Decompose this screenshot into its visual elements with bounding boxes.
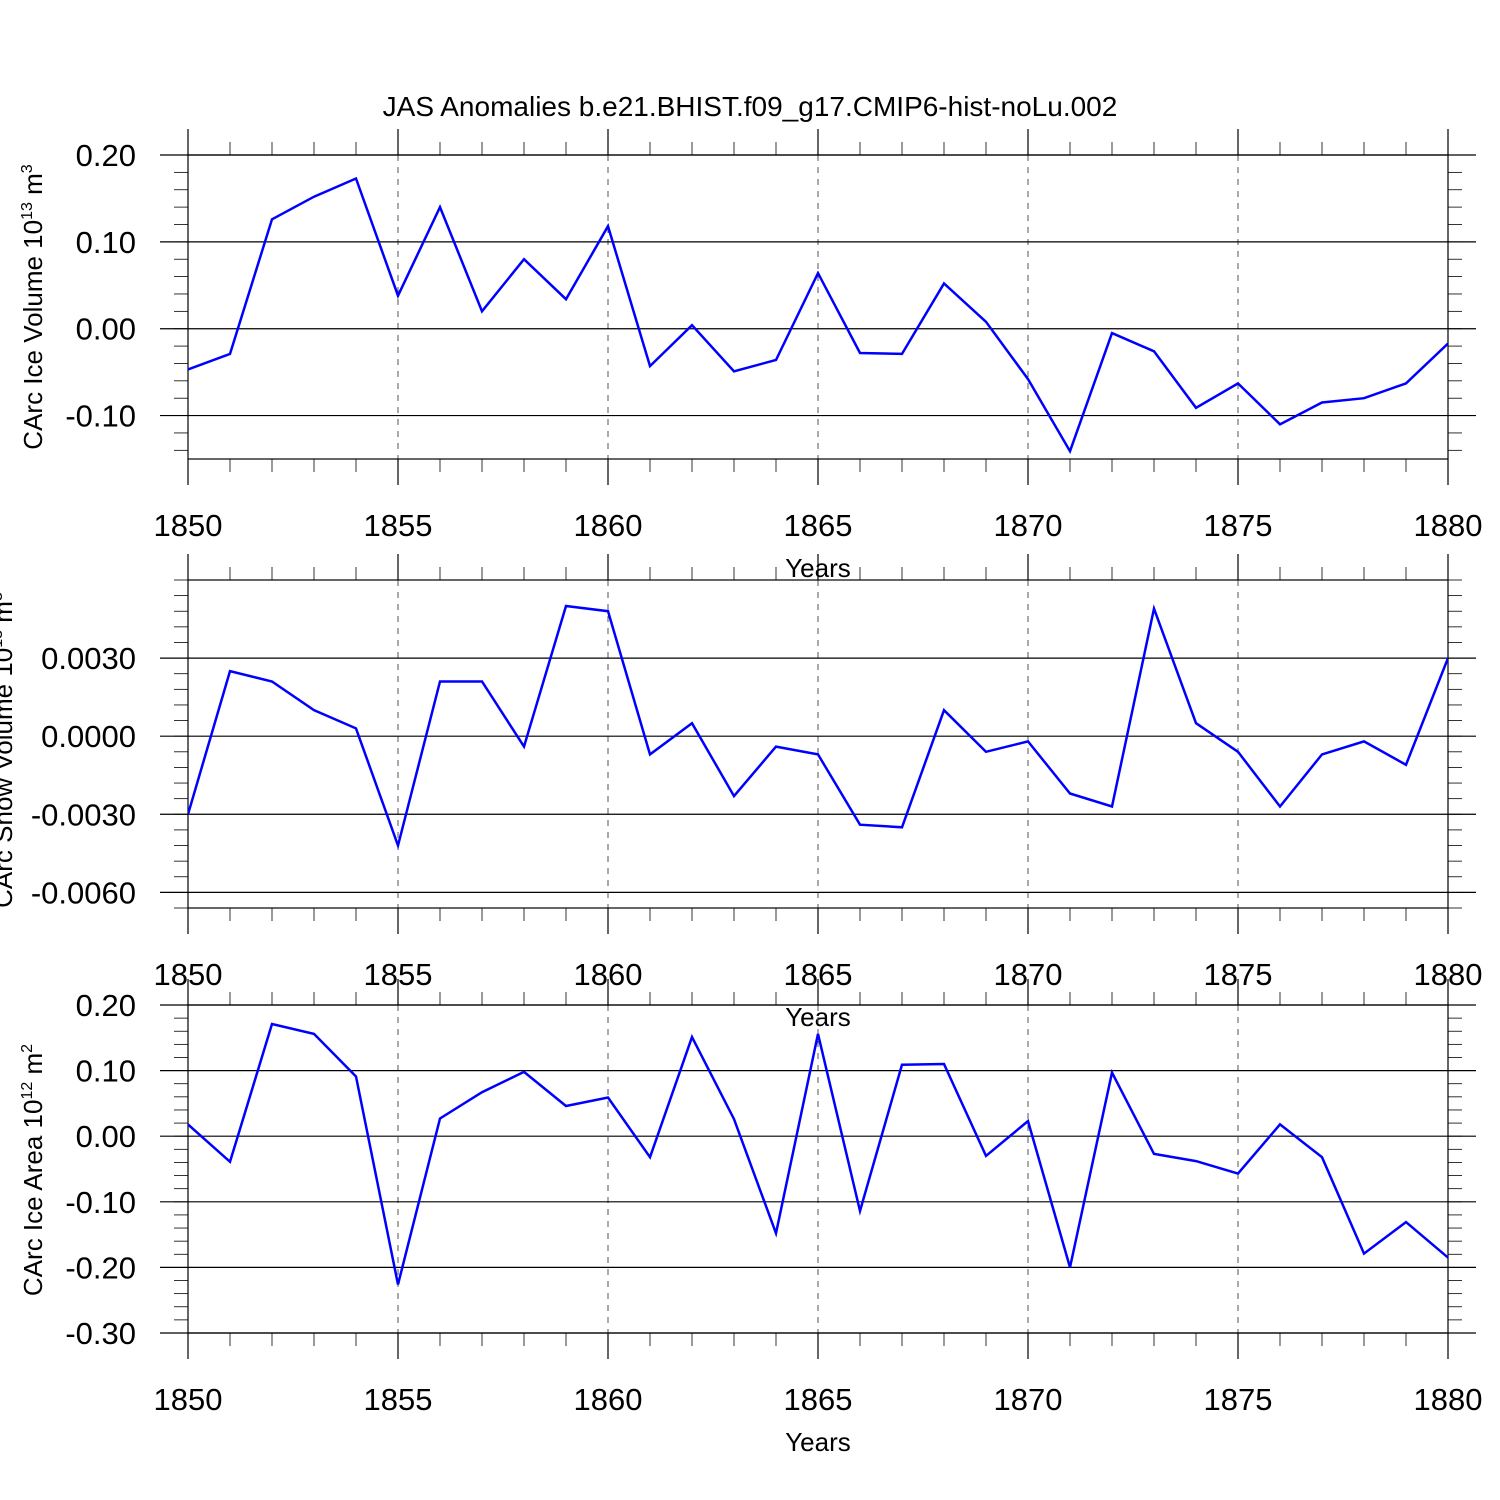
y-axis-label: CArc Ice Volume 1013 m3: [18, 164, 48, 449]
y-axis-label-ylabel-unit-exp: 3: [19, 164, 36, 173]
y-tick-label: 0.20: [76, 988, 136, 1023]
y-tick-label: 0.00: [76, 312, 136, 347]
y-tick-label: -0.0030: [31, 797, 136, 832]
y-tick-label: 0.0000: [41, 719, 136, 754]
panel-1: 0.20 0.10 0.00 -0.10 1850 1855 1860 1865 1870 187…: [18, 129, 1482, 583]
x-tick-label: 1850: [154, 1382, 223, 1417]
y-axis-label-ylabel-unit: m: [18, 1053, 48, 1082]
x-tick-label: 1865: [784, 508, 853, 543]
y-axis-label-ylabel-unit-exp: 2: [19, 1044, 36, 1053]
y-tick-label: 0.10: [76, 1054, 136, 1089]
y-axis-label-ylabel-main: CArc Ice Volume 10: [18, 220, 48, 450]
y-axis-label-ylabel-unit: m: [0, 601, 18, 630]
x-axis-label: Years: [785, 1427, 851, 1457]
y-tick-label: 0.00: [76, 1119, 136, 1154]
x-tick-label: 1875: [1204, 508, 1273, 543]
y-axis-label: CArc Snow Volume 1013 m3: [0, 592, 18, 908]
x-tick-label: 1855: [364, 508, 433, 543]
y-tick-label: 0.0030: [41, 641, 136, 676]
y-tick-label: 0.10: [76, 225, 136, 260]
y-tick-label: -0.10: [65, 399, 136, 434]
x-tick-label: 1875: [1204, 1382, 1273, 1417]
x-tick-label: 1880: [1414, 1382, 1483, 1417]
plot-frame: [187, 154, 1449, 460]
y-tick-label: -0.10: [65, 1185, 136, 1220]
x-tick-label: 1870: [994, 1382, 1063, 1417]
series-line: [188, 604, 1448, 850]
y-tick-label: 0.20: [76, 138, 136, 173]
y-tick-label: -0.30: [65, 1316, 136, 1351]
x-tick-label: 1860: [574, 1382, 643, 1417]
y-axis-label-ylabel-main: CArc Snow Volume 10: [0, 648, 18, 908]
x-tick-label: 1880: [1414, 508, 1483, 543]
y-tick-label: -0.0060: [31, 875, 136, 910]
y-axis-label-ylabel-exp: 13: [0, 630, 6, 648]
panels: 0.20 0.10 0.00 -0.10 1850 1855 1860 1865 1870 187…: [0, 129, 1482, 1457]
y-tick-label: -0.20: [65, 1250, 136, 1285]
x-tick-label: 1850: [154, 508, 223, 543]
series-line: [188, 176, 1448, 455]
x-tick-label: 1855: [364, 1382, 433, 1417]
series-line: [188, 1022, 1448, 1285]
y-axis-label-ylabel-exp: 12: [19, 1082, 36, 1100]
y-axis-label: CArc Ice Area 1012 m2: [18, 1044, 48, 1296]
panel-3: 0.20 0.10 0.00 -0.10 -0.20 -0.30 1850 1855 1860 1…: [18, 979, 1482, 1457]
y-axis-label-ylabel-unit: m: [18, 173, 48, 202]
y-axis-label-ylabel-unit-exp: 3: [0, 592, 6, 601]
y-axis-label-ylabel-exp: 13: [19, 202, 36, 220]
x-tick-label: 1870: [994, 508, 1063, 543]
chart-title: JAS Anomalies b.e21.BHIST.f09_g17.CMIP6-…: [383, 91, 1118, 122]
y-axis-label-ylabel-main: CArc Ice Area 10: [18, 1100, 48, 1297]
x-tick-label: 1865: [784, 1382, 853, 1417]
x-tick-label: 1860: [574, 508, 643, 543]
